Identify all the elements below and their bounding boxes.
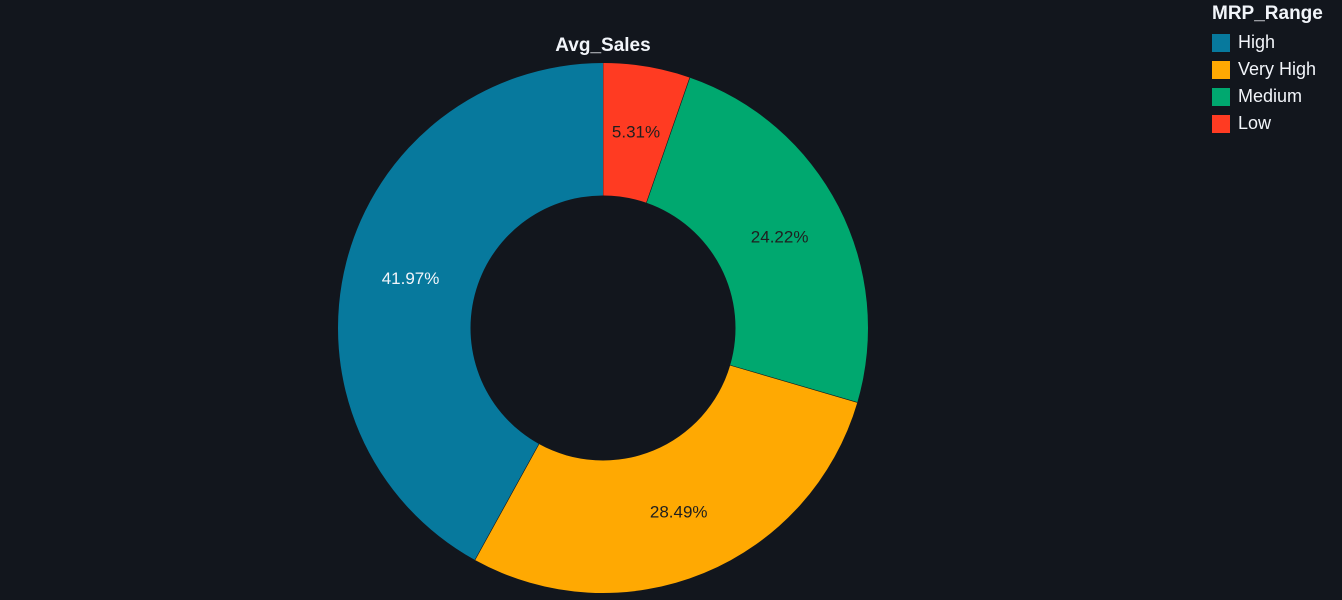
legend-swatch-medium <box>1212 87 1230 106</box>
legend-swatch-low <box>1212 114 1230 133</box>
legend-item-low[interactable]: Low <box>1212 110 1323 137</box>
slice-separator <box>474 443 540 561</box>
legend-label: Medium <box>1238 86 1303 106</box>
legend: MRP_Range High Very High Medium Low <box>1212 2 1323 137</box>
legend-label: Low <box>1238 113 1272 133</box>
pie-slice-low[interactable] <box>603 63 690 203</box>
legend-label: High <box>1238 32 1276 52</box>
pie-slice-high[interactable] <box>338 62 603 561</box>
legend-item-high[interactable]: High <box>1212 29 1323 56</box>
slice-separator <box>730 364 858 403</box>
pie-slice-medium[interactable] <box>646 77 868 403</box>
legend-label: Very High <box>1238 59 1317 79</box>
slice-label-high: 41.97% <box>382 269 440 288</box>
pie-slice-very-high[interactable] <box>474 365 858 593</box>
slice-label-low: 5.31% <box>612 123 660 142</box>
legend-swatch-very-high <box>1212 60 1230 79</box>
slice-separator <box>646 77 691 203</box>
chart-title: Avg_Sales <box>555 35 651 56</box>
legend-title: MRP_Range <box>1212 3 1323 24</box>
legend-item-medium[interactable]: Medium <box>1212 83 1323 110</box>
slice-label-medium: 24.22% <box>751 227 809 246</box>
legend-swatch-high <box>1212 33 1230 52</box>
slice-label-very-high: 28.49% <box>650 502 708 521</box>
legend-item-very-high[interactable]: Very High <box>1212 56 1323 83</box>
